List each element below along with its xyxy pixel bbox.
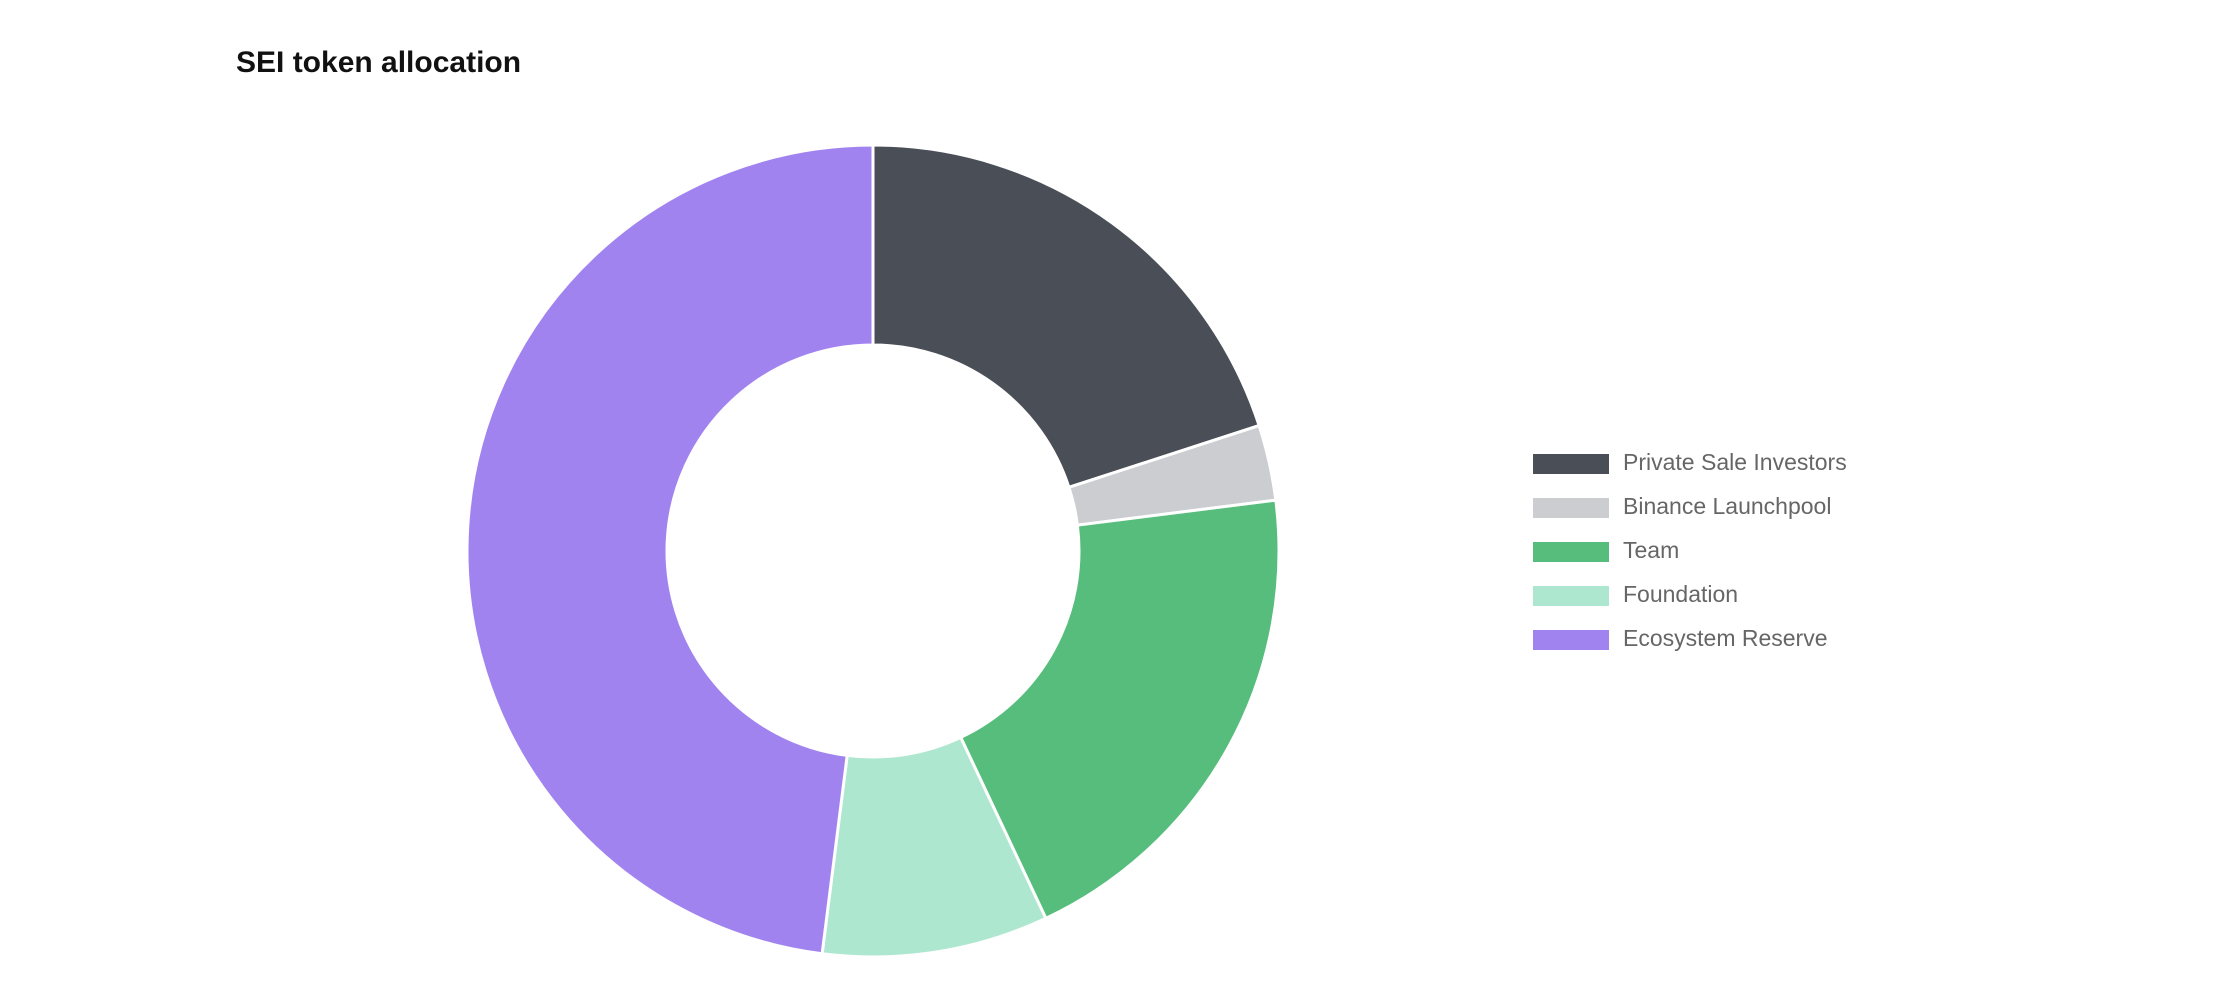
slice (465, 143, 875, 956)
slice (958, 498, 1281, 921)
slice (871, 143, 1262, 490)
legend-label: Team (1623, 537, 1679, 563)
legend-swatch (1533, 630, 1609, 650)
legend-label: Private Sale Investors (1623, 449, 1847, 475)
legend-label: Binance Launchpool (1623, 493, 1831, 519)
legend-swatch (1533, 586, 1609, 606)
legend-swatch (1533, 454, 1609, 474)
chart-title: SEI token allocation (236, 46, 521, 79)
legend-swatch (1533, 498, 1609, 518)
legend-label: Foundation (1623, 581, 1738, 607)
legend-swatch (1533, 542, 1609, 562)
legend-label: Ecosystem Reserve (1623, 625, 1828, 651)
